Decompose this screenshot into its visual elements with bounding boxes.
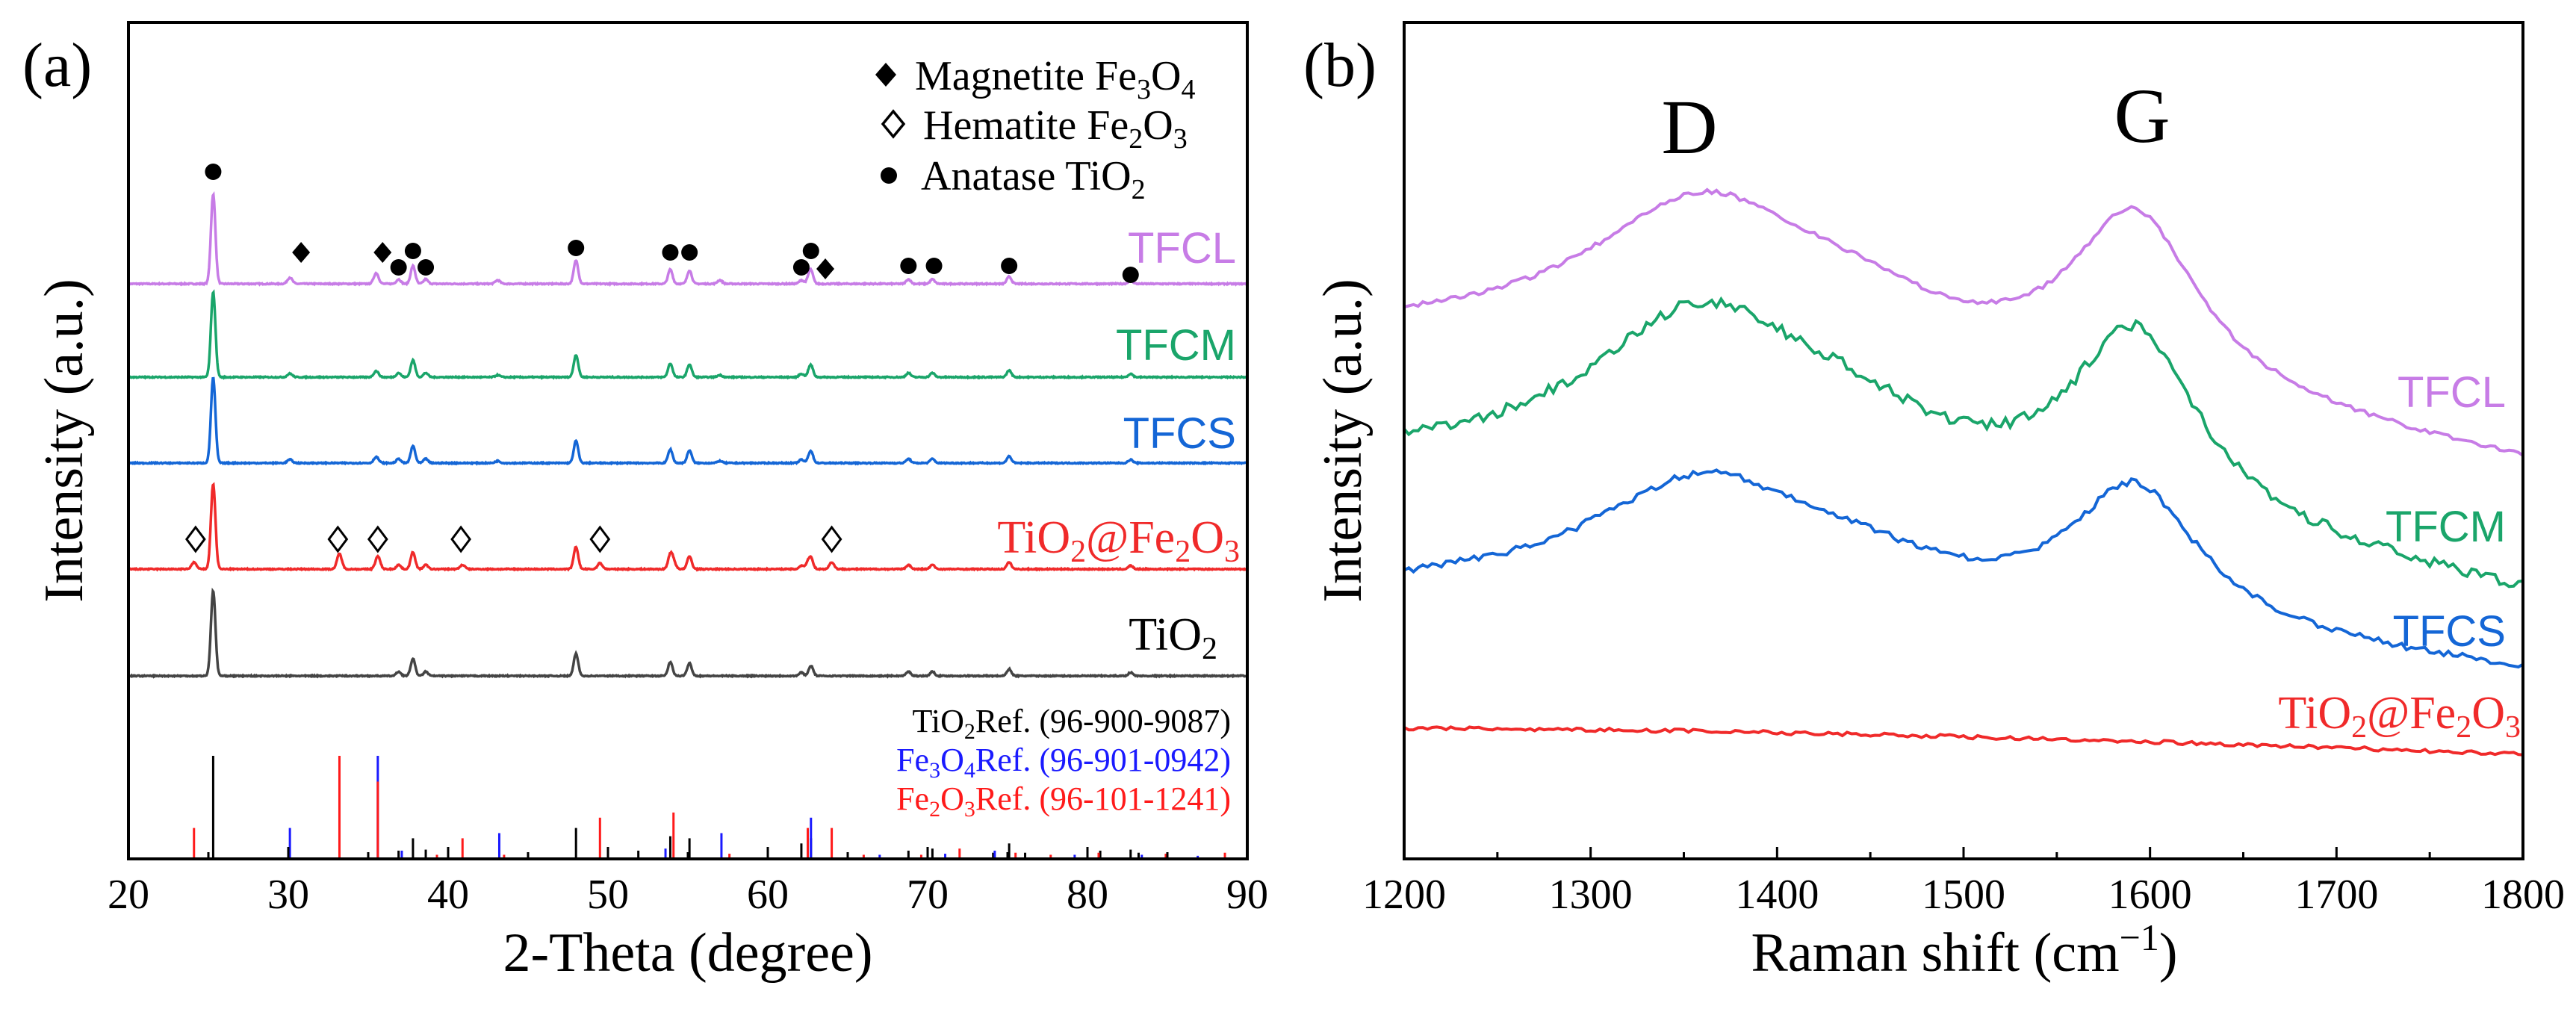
- anatase-peak-marker: [681, 244, 698, 261]
- x-tick-label: 20: [108, 872, 149, 918]
- magnetite-peak-marker: [292, 242, 311, 263]
- anatase-peak-marker: [418, 259, 435, 276]
- anatase-peak-marker: [802, 243, 819, 259]
- label-tfcs: TFCS: [1123, 409, 1236, 458]
- x-tick-label: 90: [1226, 872, 1268, 918]
- ref-label-fe2o3: Fe2O3Ref. (96-101-1241): [896, 780, 1231, 822]
- raman-line-tio2-fe2o3: [1403, 725, 2524, 757]
- panel-a-legend: Magnetite Fe3O4 Hematite Fe2O3 Anatase T…: [875, 53, 1196, 205]
- anatase-circle-icon: [881, 167, 897, 184]
- anatase-peak-marker: [404, 243, 421, 259]
- x-tick-label: 70: [907, 872, 949, 918]
- raman-curves: [1403, 187, 2524, 757]
- raman-line-tfcm: [1403, 296, 2524, 589]
- hematite-peak-marker: [450, 525, 471, 553]
- panel-b-label: (b): [1303, 31, 1377, 100]
- band-g-label: G: [2114, 73, 2170, 159]
- panel-b-x-ticks: 1200 1300 1400 1500 1600 1700 1800: [1362, 847, 2565, 918]
- x-tick-label: 60: [747, 872, 789, 918]
- hematite-peak-marker: [367, 525, 388, 553]
- xrd-line-tio2-fe2o3: [128, 482, 1248, 572]
- anatase-peak-marker: [568, 240, 585, 256]
- hematite-peak-marker: [821, 525, 842, 553]
- hematite-peak-marker: [327, 525, 349, 553]
- panel-a-y-axis-label: Intensity (a.u.): [34, 279, 95, 603]
- ref-label-fe3o4: Fe3O4Ref. (96-901-0942): [896, 742, 1231, 783]
- panel-b-x-axis-label: Raman shift (cm−1): [1751, 916, 2177, 984]
- x-tick-label: 1500: [1922, 872, 2005, 918]
- x-tick-label: 50: [587, 872, 629, 918]
- legend-anatase: Anatase TiO2: [921, 153, 1146, 205]
- magnetite-peak-marker: [373, 242, 392, 263]
- magnetite-diamond-icon: [875, 63, 896, 87]
- x-tick-label: 1200: [1362, 872, 1446, 918]
- panel-a-x-ticks: 20 30 40 50 60 70 80 90: [108, 847, 1268, 918]
- hematite-diamond-icon: [881, 109, 906, 139]
- x-tick-label: 1700: [2294, 872, 2378, 918]
- peak-markers: [185, 164, 1139, 553]
- anatase-peak-marker: [900, 258, 917, 274]
- x-tick-label: 1800: [2481, 872, 2565, 918]
- label-tio2: TiO2: [1129, 609, 1217, 666]
- panel-a-label: (a): [22, 31, 92, 100]
- label-b-tfcs: TFCS: [2393, 607, 2506, 656]
- label-tfcl: TFCL: [1128, 224, 1236, 273]
- x-tick-label: 80: [1067, 872, 1108, 918]
- xrd-line-tio2: [128, 587, 1247, 679]
- band-d-label: D: [1661, 84, 1717, 170]
- xrd-line-tfcl: [127, 191, 1247, 287]
- panel-b-y-axis-label: Intensity (a.u.): [1312, 279, 1374, 603]
- anatase-peak-marker: [925, 258, 943, 274]
- x-tick-label: 40: [427, 872, 469, 918]
- hematite-peak-marker: [185, 525, 206, 553]
- ref-label-tio2: TiO2Ref. (96-900-9087): [913, 703, 1231, 744]
- x-tick-label: 1600: [2108, 872, 2192, 918]
- anatase-peak-marker: [792, 259, 810, 276]
- label-tio2-fe2o3: TiO2@Fe2O3: [997, 512, 1240, 569]
- x-tick-label: 30: [267, 872, 309, 918]
- panel-a-xrd: (a) 20 30 40 50 60 70 80 90 2-Theta (degree) In…: [22, 21, 1268, 984]
- panel-a-x-axis-label: 2-Theta (degree): [503, 922, 872, 984]
- raman-line-tfcl: [1403, 187, 2524, 457]
- panel-b-raman: (b) 1200 1300 1400 1500 1600 1700 1800 Raman s…: [1303, 21, 2565, 984]
- label-b-tfcl: TFCL: [2397, 368, 2506, 417]
- anatase-peak-marker: [390, 259, 407, 276]
- label-tfcm: TFCM: [1116, 321, 1236, 370]
- x-tick-label: 1400: [1735, 872, 1819, 918]
- anatase-peak-marker: [1001, 258, 1018, 274]
- xrd-line-tfcm: [128, 289, 1247, 380]
- anatase-peak-marker: [1122, 267, 1139, 283]
- legend-hematite: Hematite Fe2O3: [923, 102, 1188, 155]
- label-b-tio2-fe2o3: TiO2@Fe2O3: [2278, 688, 2521, 745]
- label-b-tfcm: TFCM: [2386, 503, 2506, 551]
- anatase-peak-marker: [662, 244, 679, 261]
- raman-line-tfcs: [1403, 468, 2524, 669]
- xrd-curves: [127, 191, 1248, 679]
- xrd-line-tfcs: [128, 376, 1247, 466]
- magnetite-peak-marker: [816, 258, 835, 279]
- anatase-peak-marker: [205, 164, 222, 180]
- x-tick-label: 1300: [1549, 872, 1633, 918]
- legend-magnetite: Magnetite Fe3O4: [915, 53, 1196, 105]
- hematite-peak-marker: [589, 525, 611, 553]
